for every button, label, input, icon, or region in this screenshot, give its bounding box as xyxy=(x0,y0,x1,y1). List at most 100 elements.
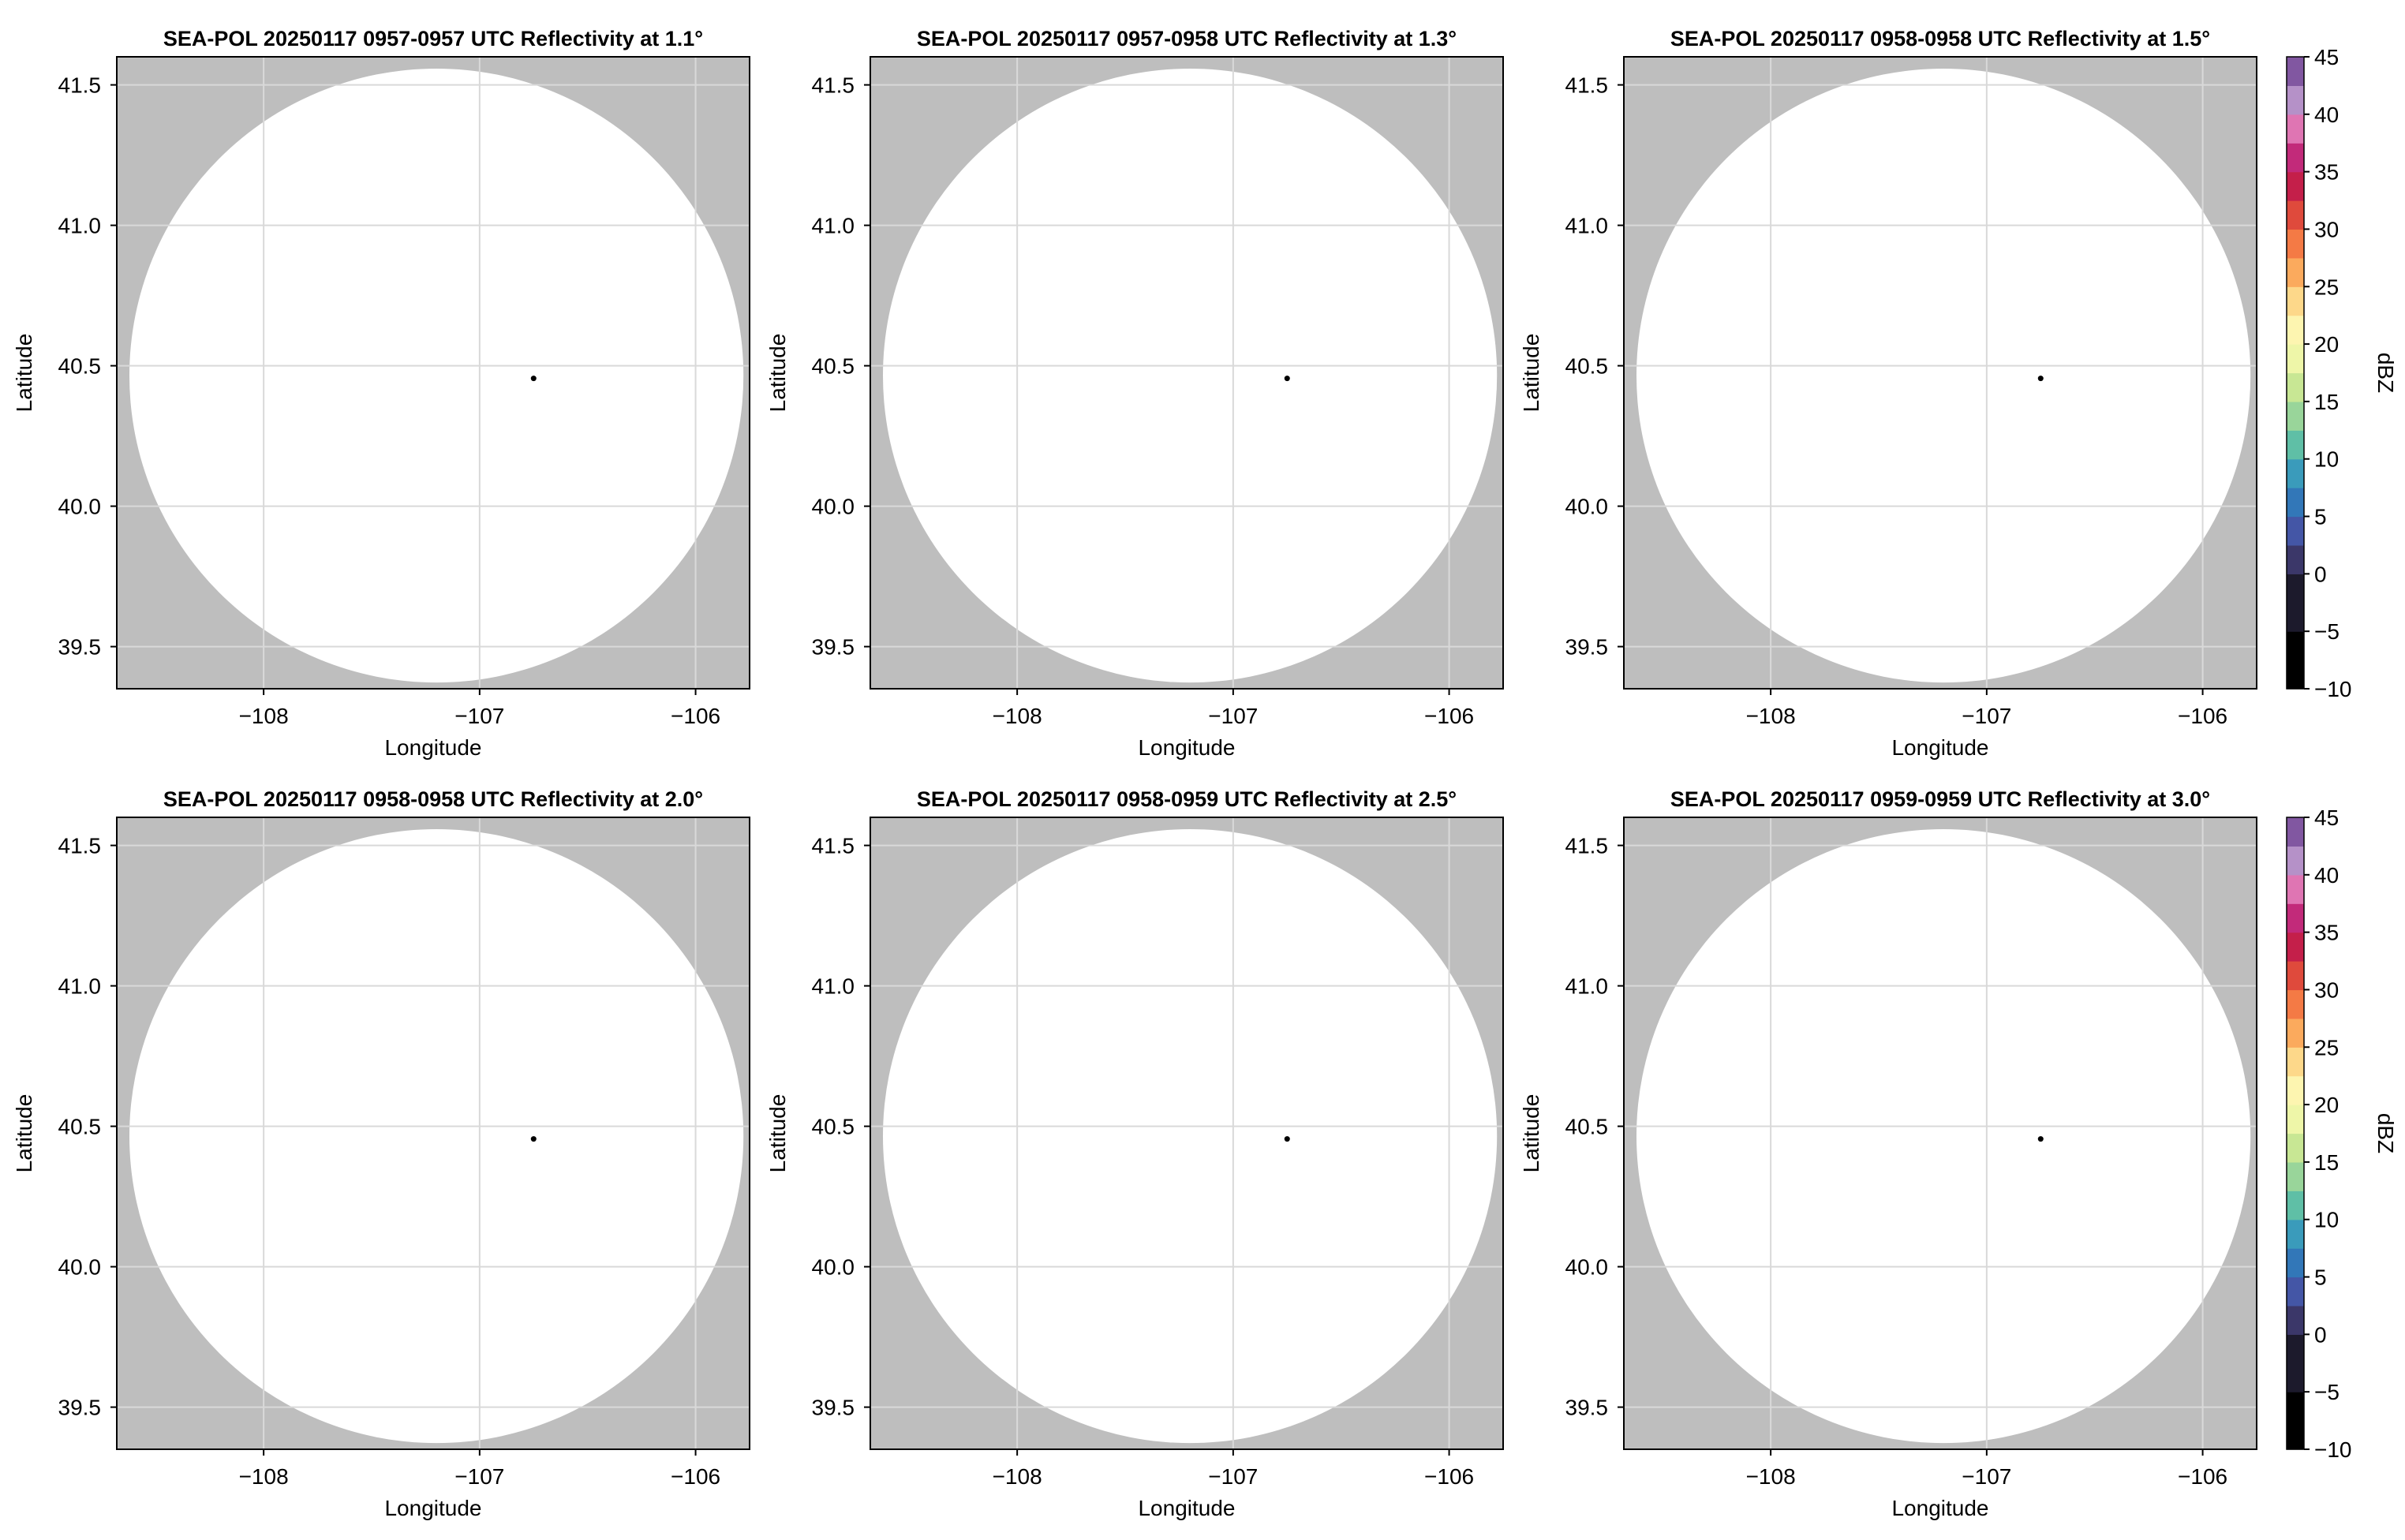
colorbar-tick-label: 5 xyxy=(2314,505,2327,529)
colorbar-band xyxy=(2287,1219,2304,1249)
colorbar-band xyxy=(2287,1362,2304,1392)
colorbar-band xyxy=(2287,315,2304,345)
radar-coverage-area xyxy=(1636,68,2251,683)
axes-frame xyxy=(116,56,750,690)
colorbar-band xyxy=(2287,85,2304,115)
colorbar-band xyxy=(2287,488,2304,518)
x-tick-label: −108 xyxy=(993,704,1042,728)
axes-frame xyxy=(116,817,750,1450)
map-panel-3: −108 −107 −106 39.5 40.0 40.5 41.0 41.5 SEA-POL … xyxy=(1519,27,2257,760)
colorbar-band xyxy=(2287,1305,2304,1335)
grid-lines xyxy=(870,817,1503,1449)
colorbar-band xyxy=(2287,817,2304,847)
colorbar-band xyxy=(2287,1276,2304,1306)
colorbar-tick-label: 0 xyxy=(2314,562,2327,586)
x-tick-label: −107 xyxy=(1208,1464,1258,1489)
y-tick-label: 40.0 xyxy=(812,495,855,519)
x-tick-label: −107 xyxy=(1962,704,2011,728)
colorbar-band xyxy=(2287,401,2304,431)
y-tick-label: 40.5 xyxy=(1565,354,1609,379)
map-panel-5: −108 −107 −106 39.5 40.0 40.5 41.0 41.5 SEA-POL … xyxy=(765,787,1504,1520)
y-tick-label: 41.5 xyxy=(812,73,855,98)
colorbar-tick-label: 20 xyxy=(2314,1093,2339,1117)
y-axis-label: Latitude xyxy=(765,334,790,413)
x-axis-label: Longitude xyxy=(1891,735,1988,760)
colorbar-band xyxy=(2287,1161,2304,1191)
colorbar-band xyxy=(2287,143,2304,173)
x-tick-label: −107 xyxy=(1208,704,1258,728)
colorbar-band xyxy=(2287,989,2304,1019)
grid-lines xyxy=(117,57,750,689)
axes-frame xyxy=(1623,56,2257,690)
radar-site-marker xyxy=(1284,376,1290,382)
colorbar-band xyxy=(2287,846,2304,876)
y-tick-label: 41.0 xyxy=(58,214,102,238)
axes-frame xyxy=(870,56,1504,690)
colorbar-tick-label: 25 xyxy=(2314,275,2339,299)
colorbar-band xyxy=(2287,961,2304,991)
colorbar-band xyxy=(2287,516,2304,546)
y-tick-label: 41.0 xyxy=(58,974,102,999)
colorbar-tick-label: 10 xyxy=(2314,447,2339,472)
grid-lines xyxy=(1624,817,2257,1449)
colorbar-band xyxy=(2287,660,2304,690)
y-tick-label: 40.0 xyxy=(58,495,102,519)
colorbar-tick-label: 45 xyxy=(2314,45,2339,69)
colorbar-band xyxy=(2287,1105,2304,1134)
colorbar-tick-label: −10 xyxy=(2314,1437,2352,1462)
colorbar-frame xyxy=(2286,56,2305,690)
panel-title: SEA-POL 20250117 0957-0957 UTC Reflectiv… xyxy=(163,27,703,50)
panel-title: SEA-POL 20250117 0958-0959 UTC Reflectiv… xyxy=(917,787,1457,811)
colorbar-tick-label: 20 xyxy=(2314,332,2339,357)
colorbar-tick-label: 35 xyxy=(2314,160,2339,185)
panel-title: SEA-POL 20250117 0958-0958 UTC Reflectiv… xyxy=(163,787,703,811)
colorbar-band xyxy=(2287,286,2304,316)
y-tick-label: 40.5 xyxy=(812,1115,855,1139)
y-tick-label: 40.0 xyxy=(1565,1255,1609,1280)
radar-coverage-area xyxy=(882,828,1498,1444)
colorbar-tick-label: 45 xyxy=(2314,806,2339,830)
grid-lines xyxy=(117,817,750,1449)
radar-site-marker xyxy=(1284,1136,1290,1142)
map-panel-2: −108 −107 −106 39.5 40.0 40.5 41.0 41.5 SEA-POL … xyxy=(765,27,1504,760)
colorbar-tick-label: 40 xyxy=(2314,863,2339,888)
colorbar-band xyxy=(2287,229,2304,259)
y-tick-label: 41.0 xyxy=(812,974,855,999)
radar-coverage-area xyxy=(1636,828,2251,1444)
y-tick-label: 41.5 xyxy=(1565,834,1609,858)
y-tick-label: 39.5 xyxy=(1565,635,1609,660)
x-tick-label: −106 xyxy=(1424,704,1474,728)
y-tick-label: 40.0 xyxy=(58,1255,102,1280)
colorbar-tick-label: 25 xyxy=(2314,1035,2339,1060)
colorbar-tick-label: 40 xyxy=(2314,103,2339,127)
colorbar-tick-label: 35 xyxy=(2314,921,2339,945)
colorbar-band xyxy=(2287,1420,2304,1450)
x-axis-label: Longitude xyxy=(1138,735,1235,760)
y-tick-label: 40.5 xyxy=(812,354,855,379)
colorbar-tick-label: −10 xyxy=(2314,677,2352,701)
colorbar-tick-label: 30 xyxy=(2314,217,2339,241)
colorbar-tick-label: 5 xyxy=(2314,1265,2327,1290)
x-tick-label: −106 xyxy=(1424,1464,1474,1489)
y-tick-label: 39.5 xyxy=(58,635,102,660)
radar-coverage-area xyxy=(129,68,744,683)
colorbar-frame xyxy=(2286,817,2305,1450)
colorbar-tick-label: 10 xyxy=(2314,1208,2339,1232)
colorbar-band xyxy=(2287,1018,2304,1048)
colorbar-band xyxy=(2287,1133,2304,1163)
y-tick-label: 39.5 xyxy=(58,1396,102,1420)
grid-lines xyxy=(1624,57,2257,689)
panel-title: SEA-POL 20250117 0959-0959 UTC Reflectiv… xyxy=(1670,787,2210,811)
x-tick-label: −108 xyxy=(1746,704,1796,728)
colorbar-band xyxy=(2287,874,2304,904)
colorbar-label: dBZ xyxy=(2373,1113,2398,1153)
y-axis-label: Latitude xyxy=(1519,334,1543,413)
x-tick-label: −108 xyxy=(993,1464,1042,1489)
y-tick-label: 39.5 xyxy=(812,635,855,660)
colorbar-band xyxy=(2287,1047,2304,1077)
y-tick-label: 40.5 xyxy=(1565,1115,1609,1139)
axes-frame xyxy=(870,817,1504,1450)
colorbar-band xyxy=(2287,1392,2304,1422)
colorbar-band xyxy=(2287,171,2304,201)
map-panel-4: −108 −107 −106 39.5 40.0 40.5 41.0 41.5 SEA-POL … xyxy=(12,787,750,1520)
